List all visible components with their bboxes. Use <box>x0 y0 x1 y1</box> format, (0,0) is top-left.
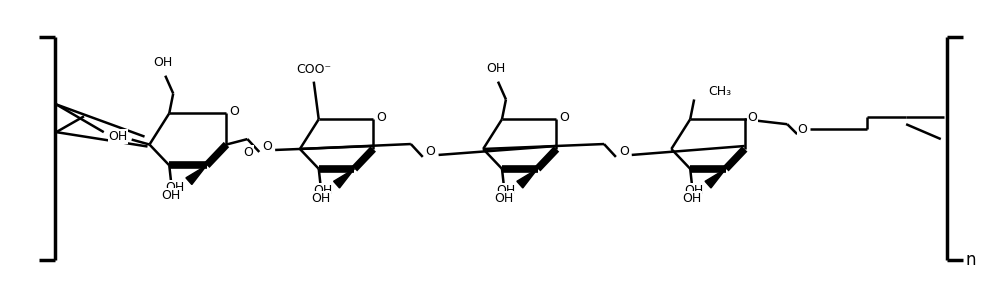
Text: n: n <box>966 251 976 269</box>
Text: OH: OH <box>486 62 506 75</box>
Text: O: O <box>262 141 272 153</box>
Text: OH: OH <box>494 192 514 205</box>
Text: OH: OH <box>108 130 127 143</box>
Text: O: O <box>229 105 239 118</box>
Text: O: O <box>376 111 386 124</box>
Text: CH₃: CH₃ <box>708 85 731 98</box>
Text: OH: OH <box>311 192 330 205</box>
Text: OH: OH <box>165 181 185 194</box>
Text: O: O <box>797 123 807 136</box>
Text: OH: OH <box>162 188 181 202</box>
Polygon shape <box>517 169 538 188</box>
Text: OH: OH <box>313 184 332 197</box>
Text: O: O <box>748 111 758 124</box>
Text: OH: OH <box>496 184 516 197</box>
Polygon shape <box>705 169 726 188</box>
Text: O: O <box>619 146 629 158</box>
Polygon shape <box>334 169 354 188</box>
Text: O: O <box>559 111 569 124</box>
Text: OH: OH <box>154 56 173 69</box>
Polygon shape <box>186 165 207 185</box>
Text: OH: OH <box>685 184 704 197</box>
Text: O: O <box>243 146 253 159</box>
Text: O: O <box>426 146 436 158</box>
Text: OH: OH <box>683 192 702 205</box>
Text: COO⁻: COO⁻ <box>296 63 331 76</box>
